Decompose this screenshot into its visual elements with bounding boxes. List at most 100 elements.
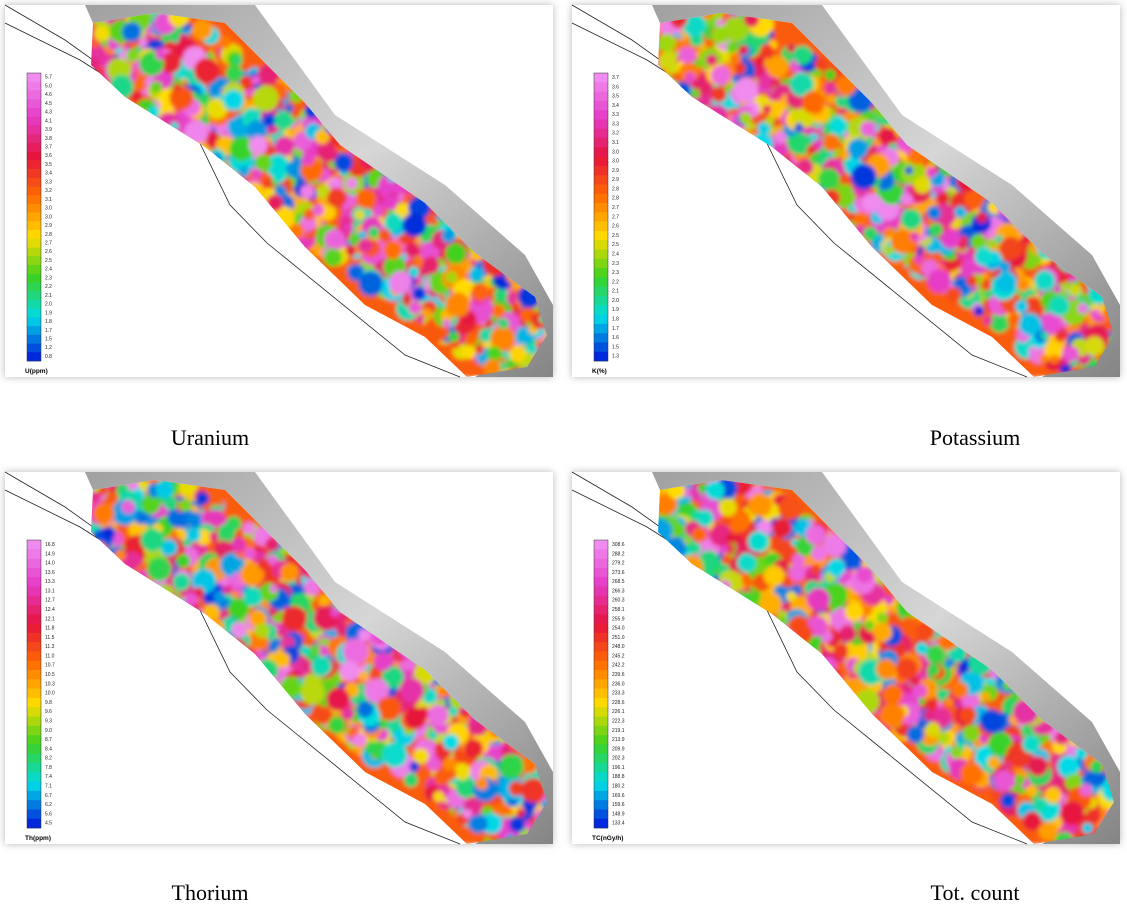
anomaly-blob: [101, 441, 121, 461]
legend-swatch: [27, 335, 41, 344]
anomaly-blob: [877, 612, 888, 623]
anomaly-blob: [896, 658, 918, 680]
anomaly-blob: [1092, 309, 1101, 318]
legend-swatch: [27, 642, 41, 652]
anomaly-blob: [786, 591, 796, 601]
anomaly-blob: [680, 426, 704, 450]
legend-label: 148.9: [612, 811, 625, 817]
anomaly-blob: [704, 0, 717, 4]
anomaly-blob: [311, 656, 332, 677]
legend-label: 2.2: [612, 279, 619, 285]
anomaly-blob: [226, 65, 243, 82]
legend-swatch: [27, 726, 41, 736]
anomaly-blob: [901, 193, 913, 205]
anomaly-blob: [914, 176, 931, 193]
anomaly-blob: [378, 229, 391, 242]
anomaly-blob: [1053, 285, 1061, 293]
anomaly-blob: [127, 0, 138, 2]
legend-label: 3.9: [45, 127, 52, 133]
anomaly-blob: [356, 188, 376, 208]
anomaly-blob: [711, 66, 731, 86]
anomaly-blob: [854, 212, 869, 227]
legend-swatch: [594, 698, 608, 708]
legend-swatch: [594, 352, 608, 362]
anomaly-blob: [509, 817, 525, 833]
legend-label: 1.5: [612, 344, 619, 350]
legend-swatch: [594, 250, 608, 260]
legend-swatch: [27, 744, 41, 754]
legend-label: 169.6: [612, 793, 625, 799]
anomaly-blob: [1109, 873, 1126, 890]
anomaly-blob: [463, 809, 472, 818]
anomaly-blob: [524, 849, 545, 870]
anomaly-blob: [673, 436, 682, 445]
anomaly-blob: [134, 451, 150, 467]
anomaly-blob: [929, 223, 943, 237]
legend-swatch: [594, 707, 608, 717]
legend-swatch: [27, 819, 41, 829]
anomaly-blob: [1075, 844, 1097, 866]
anomaly-blob: [487, 346, 502, 361]
legend-label: 11.0: [45, 653, 55, 659]
anomaly-blob: [882, 684, 903, 705]
anomaly-blob: [377, 696, 402, 721]
anomaly-blob: [125, 437, 143, 455]
anomaly-blob: [974, 306, 984, 316]
anomaly-blob: [1093, 848, 1101, 856]
legend-label: 2.9: [612, 168, 619, 174]
anomaly-blob: [945, 658, 955, 668]
anomaly-blob: [793, 46, 812, 65]
anomaly-blob: [906, 725, 924, 743]
anomaly-blob: [214, 591, 225, 602]
anomaly-blob: [925, 722, 940, 737]
anomaly-blob: [258, 559, 269, 570]
legend-label: 1.8: [612, 317, 619, 323]
map-panel: 3.73.63.53.43.33.33.23.13.03.02.92.92.82…: [572, 0, 1127, 411]
anomaly-blob: [504, 842, 528, 866]
legend-swatch: [27, 117, 41, 126]
anomaly-blob: [659, 425, 683, 449]
anomaly-blob: [433, 791, 444, 802]
anomaly-blob: [301, 153, 314, 166]
anomaly-blob: [649, 423, 669, 443]
map-caption: Potassium: [930, 425, 1020, 450]
legend-label: 4.5: [45, 101, 52, 107]
legend-swatch: [594, 73, 608, 83]
legend-label: 16.8: [45, 542, 55, 548]
anomaly-blob: [94, 25, 110, 41]
legend-swatch: [27, 204, 41, 213]
anomaly-blob: [384, 197, 397, 210]
legend-swatch: [27, 735, 41, 745]
legend-swatch: [27, 679, 41, 689]
anomaly-blob: [498, 318, 509, 329]
anomaly-blob: [102, 526, 115, 539]
figure: 5.75.04.64.54.34.13.93.83.73.63.53.43.33…: [0, 0, 1127, 916]
legend-label: 11.8: [45, 626, 55, 632]
anomaly-blob: [1000, 793, 1015, 808]
anomaly-blob: [1110, 402, 1119, 411]
anomaly-blob: [1028, 756, 1048, 776]
legend-swatch: [27, 717, 41, 727]
anomaly-blob: [763, 105, 772, 114]
legend-swatch: [594, 586, 608, 596]
legend-swatch: [27, 624, 41, 634]
legend-label: 202.3: [612, 756, 625, 762]
anomaly-blob: [99, 457, 113, 471]
legend-label: 1.6: [612, 335, 619, 341]
anomaly-blob: [851, 164, 877, 190]
anomaly-blob: [696, 452, 708, 464]
anomaly-blob: [1015, 300, 1028, 313]
anomaly-blob: [827, 558, 845, 576]
anomaly-blob: [952, 682, 968, 698]
anomaly-blob: [218, 540, 229, 551]
anomaly-blob: [223, 90, 244, 111]
map-caption: Uranium: [171, 425, 249, 450]
anomaly-blob: [1040, 332, 1049, 341]
legend-swatch: [594, 717, 608, 727]
anomaly-blob: [155, 50, 165, 60]
anomaly-blob: [382, 742, 408, 768]
anomaly-blob: [186, 512, 203, 529]
legend-swatch: [594, 240, 608, 250]
anomaly-blob: [959, 707, 976, 724]
anomaly-blob: [251, 76, 260, 85]
